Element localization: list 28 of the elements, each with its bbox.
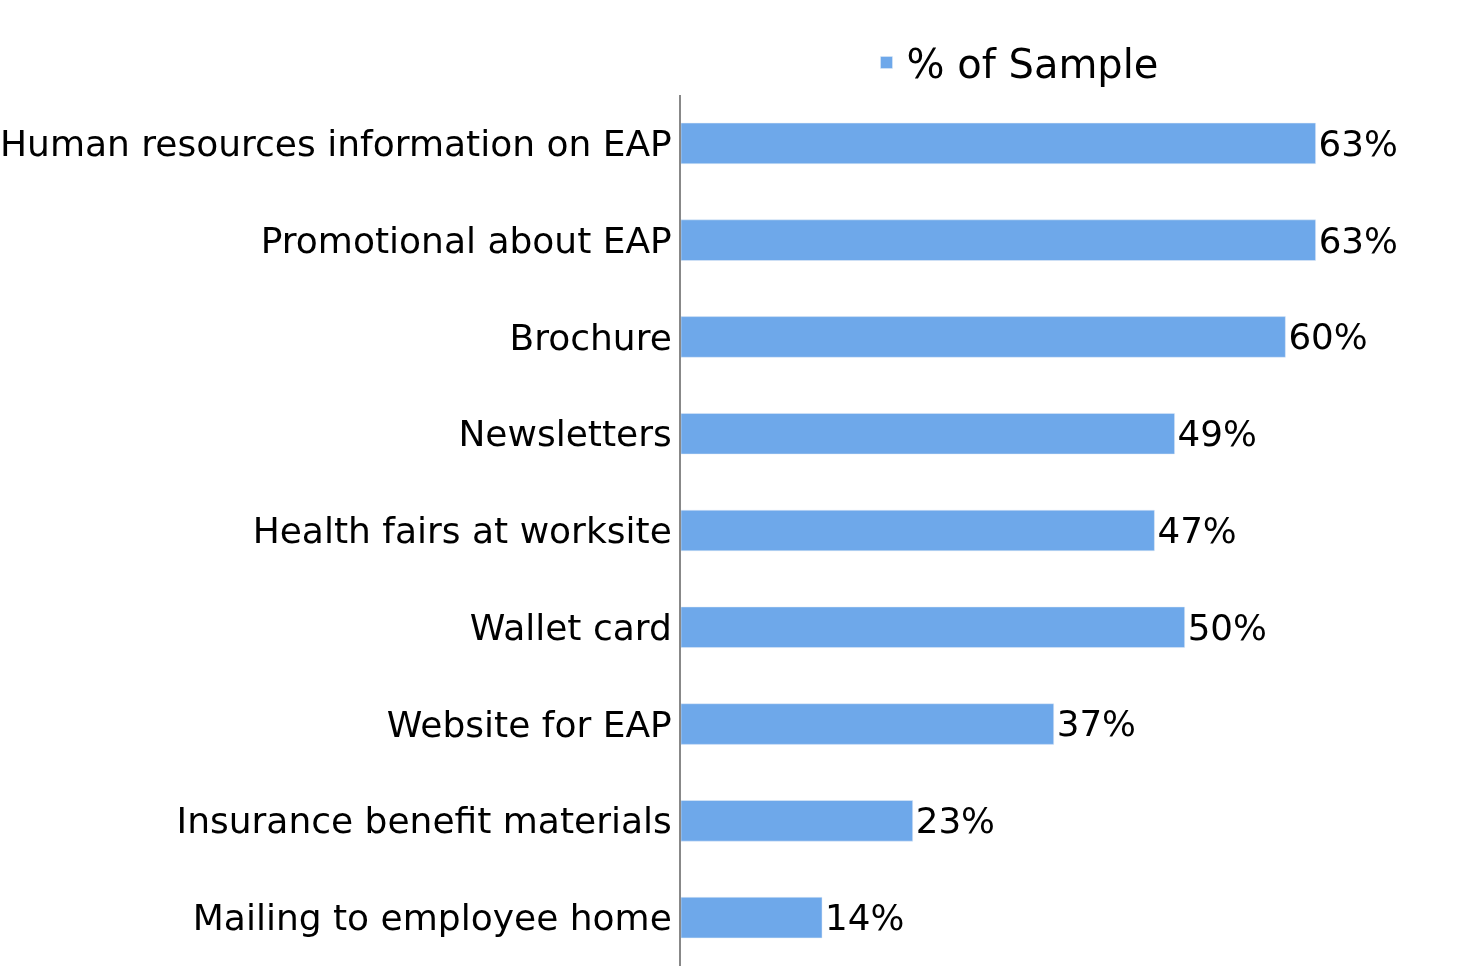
- data-label: 37%: [1056, 703, 1137, 745]
- y-tick-label: Wallet card: [469, 606, 672, 648]
- bar: [681, 606, 1185, 648]
- bar: [681, 897, 823, 939]
- y-tick-label: Insurance benefit materials: [176, 800, 672, 842]
- bar: [681, 316, 1286, 358]
- y-tick-label: Promotional about EAP: [260, 219, 672, 261]
- data-label: 60%: [1288, 316, 1368, 358]
- bar: [681, 413, 1175, 455]
- bar: [681, 703, 1054, 745]
- data-label: 47%: [1157, 509, 1237, 551]
- data-label: 50%: [1187, 606, 1267, 648]
- data-label: 63%: [1318, 122, 1398, 164]
- data-label: 49%: [1177, 413, 1257, 455]
- bar: [681, 800, 913, 842]
- y-tick-label: Mailing to employee home: [192, 897, 672, 939]
- y-tick-label: Website for EAP: [386, 703, 672, 745]
- y-tick-label: Newsletters: [458, 413, 672, 455]
- data-label: 63%: [1318, 219, 1398, 261]
- bar: [681, 219, 1316, 261]
- bar: [681, 122, 1316, 164]
- legend-label: % of Sample: [906, 41, 1159, 88]
- data-label: 14%: [825, 897, 905, 938]
- y-tick-label: Brochure: [509, 316, 672, 358]
- data-label: 23%: [915, 800, 995, 842]
- bar: [681, 509, 1155, 552]
- y-tick-label: Human resources information on EAP: [0, 122, 672, 164]
- y-tick-label: Health fairs at worksite: [252, 510, 672, 552]
